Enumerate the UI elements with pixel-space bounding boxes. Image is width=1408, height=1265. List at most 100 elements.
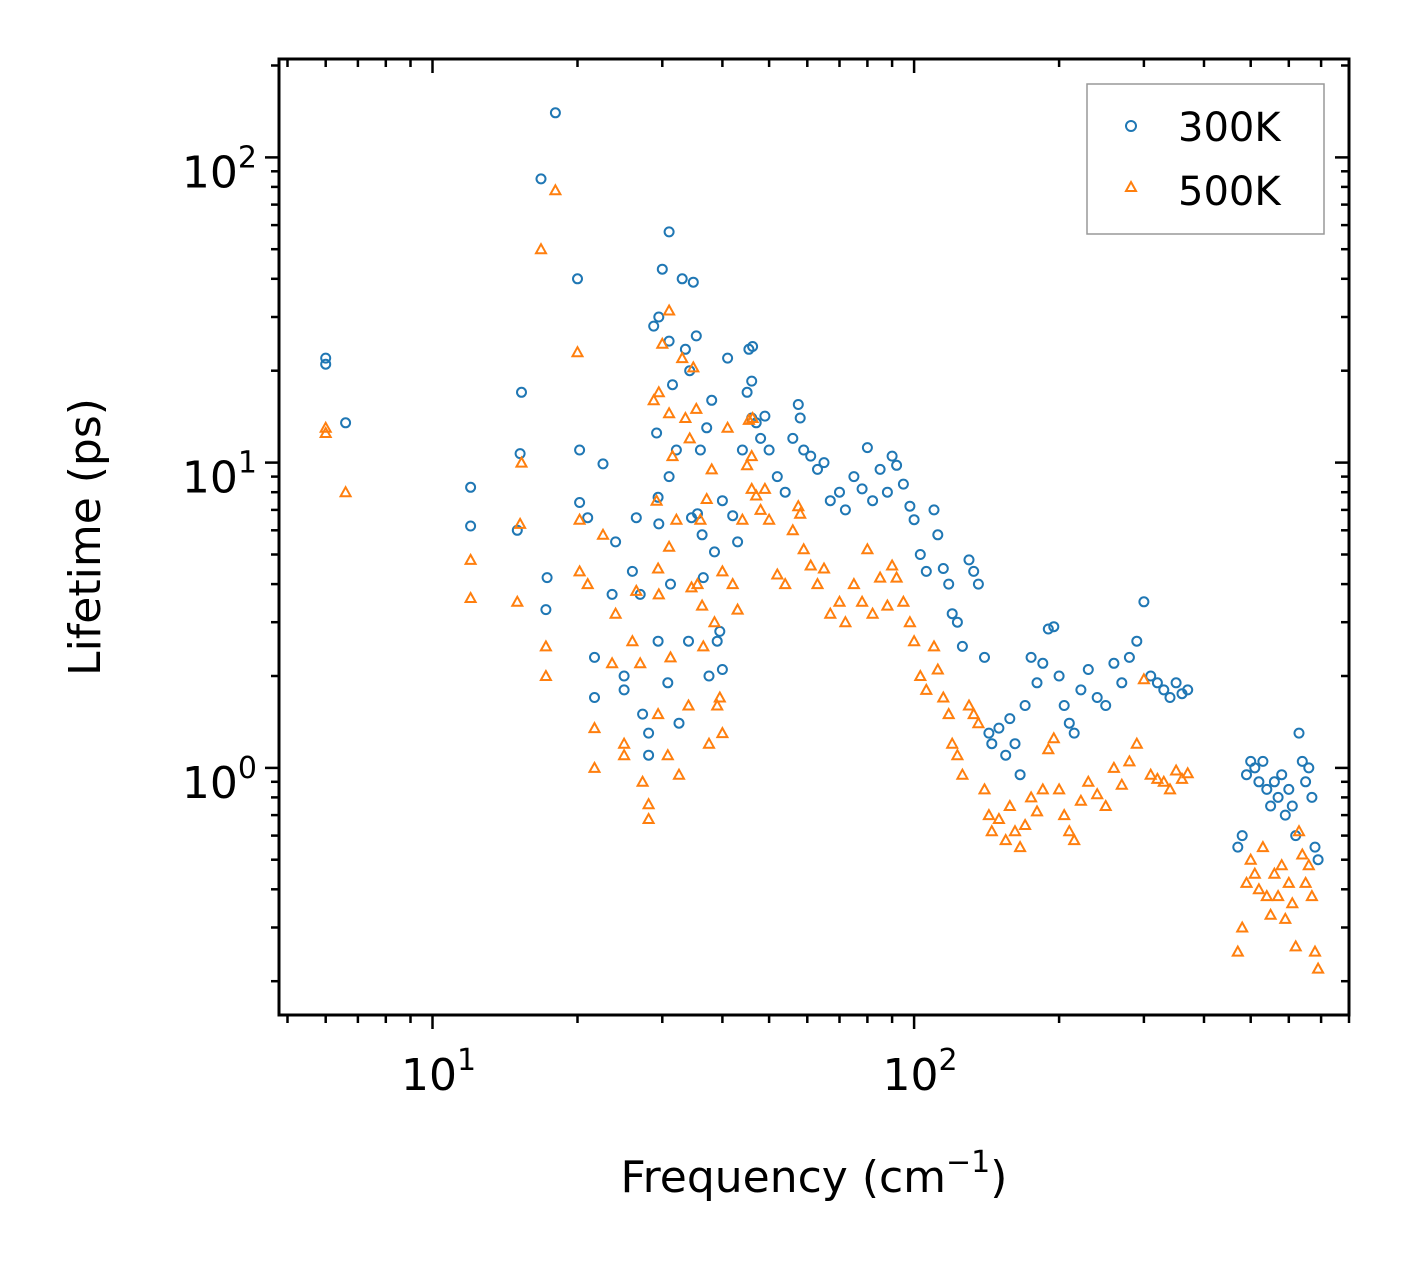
point-300K: [1048, 621, 1060, 633]
point-500K: [652, 385, 666, 398]
point-300K: [867, 495, 879, 507]
point-300K: [759, 410, 771, 422]
point-500K: [539, 668, 553, 681]
point-300K: [706, 394, 718, 406]
point-300K: [1058, 700, 1070, 711]
point-300K: [652, 635, 664, 647]
point-500K: [662, 406, 676, 419]
point-300K: [716, 495, 728, 507]
point-500K: [695, 598, 709, 611]
point-500K: [745, 449, 759, 462]
point-500K: [1122, 754, 1137, 767]
x-tick-label: 102: [883, 1043, 958, 1101]
point-500K: [936, 690, 950, 703]
point-300K: [582, 512, 594, 524]
point-500K: [1305, 889, 1319, 902]
point-300K: [589, 651, 600, 663]
y-tick-label-base: 10: [182, 453, 238, 504]
point-500K: [962, 698, 976, 711]
point-300K: [648, 320, 660, 332]
point-300K: [697, 572, 709, 584]
point-500K: [649, 493, 664, 506]
point-300K: [1138, 596, 1150, 608]
point-300K: [1182, 684, 1194, 696]
x-tick-label: 101: [401, 1043, 476, 1101]
legend-marker-300K: [1125, 120, 1137, 132]
point-300K: [861, 442, 873, 454]
point-500K: [977, 782, 992, 795]
point-300K: [736, 444, 748, 456]
point-300K: [1265, 800, 1277, 812]
point-500K: [749, 488, 763, 501]
point-500K: [1295, 847, 1309, 860]
point-300K: [687, 276, 699, 288]
point-500K: [1231, 944, 1245, 957]
point-300K: [549, 107, 561, 119]
point-300K: [886, 450, 898, 462]
point-500K: [770, 567, 784, 580]
point-500K: [675, 351, 689, 364]
point-300K: [1100, 700, 1112, 711]
point-500K: [1271, 889, 1285, 902]
point-500K: [514, 455, 529, 468]
point-300K: [651, 427, 663, 439]
point-500K: [955, 767, 970, 780]
point-500K: [705, 462, 719, 475]
point-500K: [1169, 763, 1183, 776]
point-300K: [663, 471, 675, 483]
point-500K: [1018, 817, 1032, 830]
point-500K: [1099, 798, 1113, 811]
point-300K: [694, 444, 706, 456]
point-500K: [633, 656, 647, 669]
point-500K: [707, 615, 722, 628]
legend-label-500K: 500K: [1178, 169, 1282, 215]
point-300K: [1170, 677, 1182, 689]
point-500K: [696, 639, 710, 652]
point-500K: [661, 748, 675, 761]
point-500K: [950, 748, 965, 761]
point-500K: [735, 512, 750, 525]
point-500K: [745, 481, 759, 494]
point-500K: [730, 602, 745, 615]
point-300K: [535, 173, 547, 185]
point-300K: [881, 486, 893, 498]
point-500K: [625, 634, 640, 647]
point-500K: [587, 760, 602, 773]
point-300K: [572, 273, 583, 285]
point-500K: [641, 797, 656, 810]
point-300K: [1306, 791, 1318, 803]
point-500K: [1130, 736, 1144, 749]
point-500K: [804, 558, 818, 571]
point-300K: [1283, 783, 1295, 795]
point-300K: [897, 478, 909, 490]
point-500K: [681, 698, 696, 711]
point-500K: [690, 577, 705, 590]
point-300K: [1004, 713, 1016, 725]
point-500K: [945, 736, 959, 749]
point-300K: [763, 444, 775, 456]
point-300K: [983, 727, 995, 739]
x-tick-label-base: 10: [401, 1050, 457, 1101]
y-tick-label-exponent: 0: [238, 751, 257, 786]
point-500K: [1244, 852, 1258, 865]
point-300K: [972, 578, 984, 590]
point-300K: [1131, 635, 1143, 647]
point-300K: [1145, 670, 1157, 682]
point-300K: [1123, 651, 1135, 663]
point-300K: [805, 450, 817, 462]
point-300K: [1296, 755, 1308, 767]
point-300K: [968, 565, 980, 577]
point-300K: [1031, 677, 1043, 689]
points-layer: [319, 107, 1325, 974]
point-300K: [676, 273, 688, 285]
point-500K: [1298, 875, 1313, 888]
point-500K: [534, 242, 548, 255]
point-300K: [792, 399, 804, 410]
point-500K: [1163, 782, 1177, 795]
point-300K: [714, 625, 726, 637]
point-500K: [1302, 858, 1316, 871]
point-500K: [605, 656, 619, 669]
point-500K: [1175, 771, 1189, 784]
point-300K: [818, 457, 830, 469]
point-500K: [847, 577, 861, 590]
